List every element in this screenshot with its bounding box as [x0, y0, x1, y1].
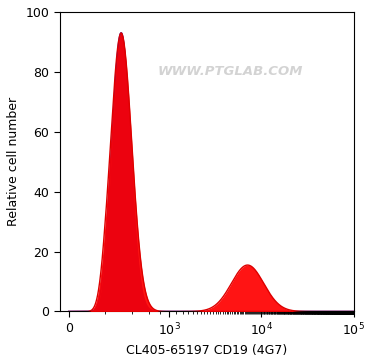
X-axis label: CL405-65197 CD19 (4G7): CL405-65197 CD19 (4G7): [126, 344, 287, 357]
Y-axis label: Relative cell number: Relative cell number: [7, 97, 20, 226]
Text: WWW.PTGLAB.COM: WWW.PTGLAB.COM: [157, 66, 303, 78]
